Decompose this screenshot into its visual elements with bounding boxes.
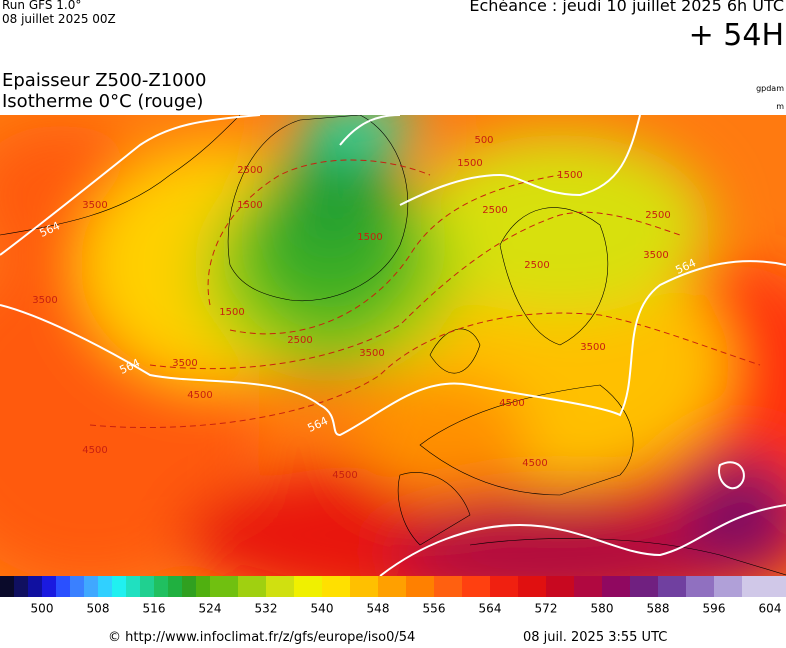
source-url: © http://www.infoclimat.fr/z/gfs/europe/…: [108, 630, 416, 645]
isotherm-label: 3500: [643, 250, 668, 261]
isotherm-label: 2500: [482, 205, 507, 216]
title-line2: Isotherme 0°C (rouge): [2, 91, 204, 112]
isotherm-label: 3500: [580, 342, 605, 353]
map: 5645645645641500250035001500150025003500…: [0, 115, 786, 576]
isotherm-label: 1500: [219, 307, 244, 318]
isotherm-label: 4500: [187, 390, 212, 401]
title-line1: Epaisseur Z500-Z1000: [2, 70, 207, 91]
isotherm-label: 1500: [557, 170, 582, 181]
colorbar-tick-label: 572: [535, 602, 558, 616]
thickness-field: 5645645645641500250035001500150025003500…: [0, 115, 786, 576]
isotherm-label: 2500: [287, 335, 312, 346]
echeance: Echéance : jeudi 10 juillet 2025 6h UTC: [469, 0, 784, 15]
colorbar-ticks: 500 508 516 524 532 540 548 556 564 572 580 588 596 6…: [31, 602, 782, 616]
colorbar-tick-label: 596: [703, 602, 726, 616]
isotherm-contours: [89, 159, 761, 429]
isotherm-label: 500: [474, 135, 493, 146]
isotherm-label: 2500: [524, 260, 549, 271]
colorbar-tick-label: 508: [87, 602, 110, 616]
isotherm-label: 1500: [237, 200, 262, 211]
isotherm-label: 3500: [82, 200, 107, 211]
run-label: Run GFS 1.0°: [2, 0, 82, 12]
timestamp: 08 juil. 2025 3:55 UTC: [523, 630, 668, 645]
isotherm-label: 4500: [499, 398, 524, 409]
unit-top: gpdam: [756, 84, 784, 93]
isotherm-label: 2500: [645, 210, 670, 221]
colorbar-tick-label: 604: [759, 602, 782, 616]
coastlines: [0, 115, 786, 576]
colorbar-tick-label: 500: [31, 602, 54, 616]
isotherm-label: 2500: [237, 165, 262, 176]
thickness-564-contours: [0, 115, 786, 576]
isotherm-label: 4500: [332, 470, 357, 481]
colorbar-tick-label: 588: [647, 602, 670, 616]
isotherm-label: 4500: [82, 445, 107, 456]
colorbar-tick-label: 564: [479, 602, 502, 616]
colorbar-tick-label: 580: [591, 602, 614, 616]
isotherm-label: 1500: [357, 232, 382, 243]
colorbar-tick-label: 524: [199, 602, 222, 616]
colorbar-tick-label: 532: [255, 602, 278, 616]
isotherm-label: 3500: [172, 358, 197, 369]
isotherm-label: 3500: [359, 348, 384, 359]
isotherm-label: 3500: [32, 295, 57, 306]
colorbar-tick-label: 556: [423, 602, 446, 616]
unit-bottom: m: [776, 102, 784, 111]
colorbar-tick-label: 516: [143, 602, 166, 616]
colorbar-tick-label: 548: [367, 602, 390, 616]
lead-time: + 54H: [688, 18, 784, 53]
isotherm-label: 4500: [522, 458, 547, 469]
run-date: 08 juillet 2025 00Z: [2, 12, 116, 26]
colorbar-tick-label: 540: [311, 602, 334, 616]
colorbar: [0, 576, 786, 597]
isotherm-label: 1500: [457, 158, 482, 169]
